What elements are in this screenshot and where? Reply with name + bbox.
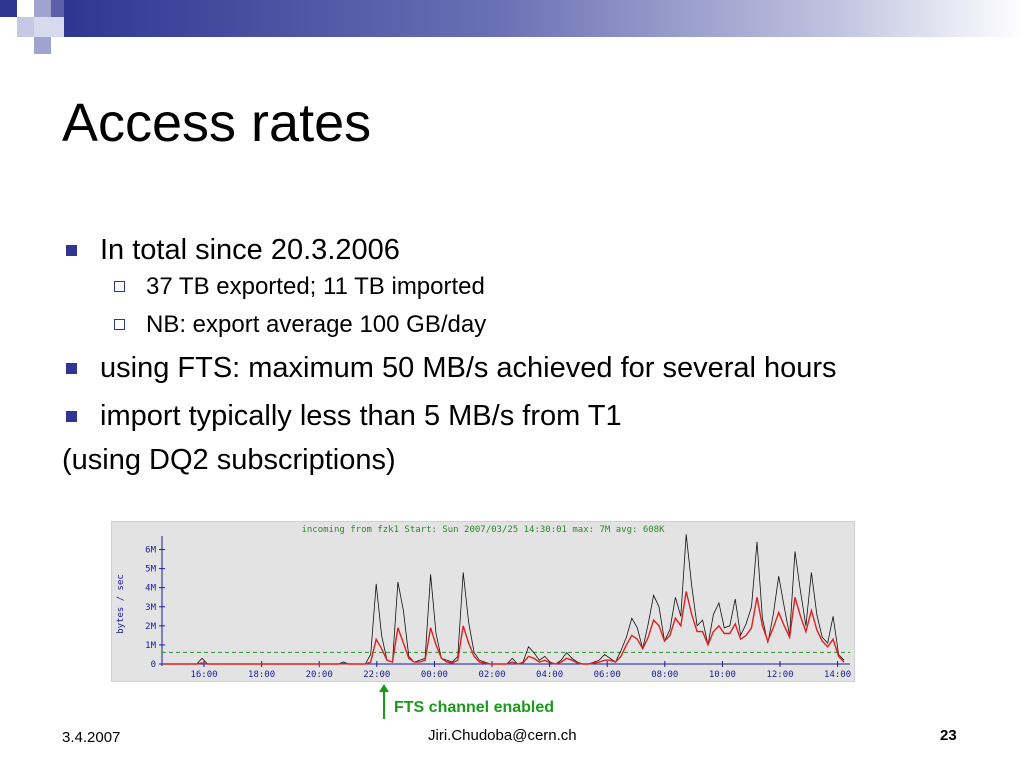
x-tick-label: 18:00 xyxy=(248,670,275,680)
bullet-item: In total since 20.3.2006 xyxy=(62,232,1002,268)
sub-bullet-item: 37 TB exported; 11 TB imported xyxy=(62,268,1002,306)
chart-ylabel: bytes / sec xyxy=(116,574,126,634)
square-bullet-icon xyxy=(66,411,77,422)
bullet-list: In total since 20.3.2006 37 TB exported;… xyxy=(62,232,1002,482)
bullet-text: using FTS: maximum 50 MB/s achieved for … xyxy=(100,352,837,384)
decor-square xyxy=(0,0,17,17)
note-text: (using DQ2 subscriptions) xyxy=(62,444,396,476)
square-bullet-icon xyxy=(66,245,77,256)
x-tick-label: 10:00 xyxy=(709,670,736,680)
x-tick-label: 22:00 xyxy=(363,670,390,680)
square-bullet-icon xyxy=(66,363,77,374)
arrow-up-icon xyxy=(379,684,389,719)
slide-title: Access rates xyxy=(62,93,372,153)
y-tick-label: 2M xyxy=(145,622,156,632)
series-line xyxy=(164,591,845,665)
sub-bullet-text: 37 TB exported; 11 TB imported xyxy=(146,273,485,300)
x-tick-label: 12:00 xyxy=(766,670,793,680)
fts-annotation: FTS channel enabled xyxy=(394,699,555,716)
y-tick-label: 0 xyxy=(151,660,156,670)
sub-bullet-text: NB: export average 100 GB/day xyxy=(146,311,487,338)
x-tick-label: 16:00 xyxy=(190,670,217,680)
y-tick-label: 4M xyxy=(145,584,156,594)
decor-square xyxy=(34,37,51,54)
x-tick-label: 02:00 xyxy=(478,670,505,680)
footer-date: 3.4.2007 xyxy=(62,729,121,746)
page-number: 23 xyxy=(940,727,957,744)
decor-square xyxy=(34,0,51,17)
decor-square xyxy=(17,0,34,17)
sub-bullet-item: NB: export average 100 GB/day xyxy=(62,306,1002,344)
traffic-chart: incoming from fzk1 Start: Sun 2007/03/25… xyxy=(111,521,855,682)
decor-square xyxy=(34,17,64,37)
x-tick-label: 00:00 xyxy=(421,670,448,680)
bullet-text: In total since 20.3.2006 xyxy=(100,234,400,266)
y-tick-label: 6M xyxy=(145,546,156,556)
chart-title: incoming from fzk1 Start: Sun 2007/03/25… xyxy=(301,525,665,535)
hollow-square-bullet-icon xyxy=(114,281,125,292)
traffic-chart-svg: incoming from fzk1 Start: Sun 2007/03/25… xyxy=(116,525,851,680)
footer-email: Jiri.Chudoba@cern.ch xyxy=(428,727,577,744)
bullet-text: import typically less than 5 MB/s from T… xyxy=(100,400,622,432)
x-tick-label: 20:00 xyxy=(306,670,333,680)
y-tick-label: 1M xyxy=(145,641,156,651)
x-tick-label: 04:00 xyxy=(536,670,563,680)
hollow-square-bullet-icon xyxy=(114,319,125,330)
decor-square xyxy=(51,0,64,17)
header-gradient-band xyxy=(64,0,1024,37)
y-tick-label: 5M xyxy=(145,565,156,575)
x-tick-label: 14:00 xyxy=(824,670,851,680)
decor-square xyxy=(17,17,34,37)
y-tick-label: 3M xyxy=(145,603,156,613)
bullet-item: import typically less than 5 MB/s from T… xyxy=(62,398,1002,434)
x-tick-label: 08:00 xyxy=(651,670,678,680)
bullet-item: using FTS: maximum 50 MB/s achieved for … xyxy=(62,350,1002,386)
x-tick-label: 06:00 xyxy=(594,670,621,680)
series-line xyxy=(164,534,845,665)
